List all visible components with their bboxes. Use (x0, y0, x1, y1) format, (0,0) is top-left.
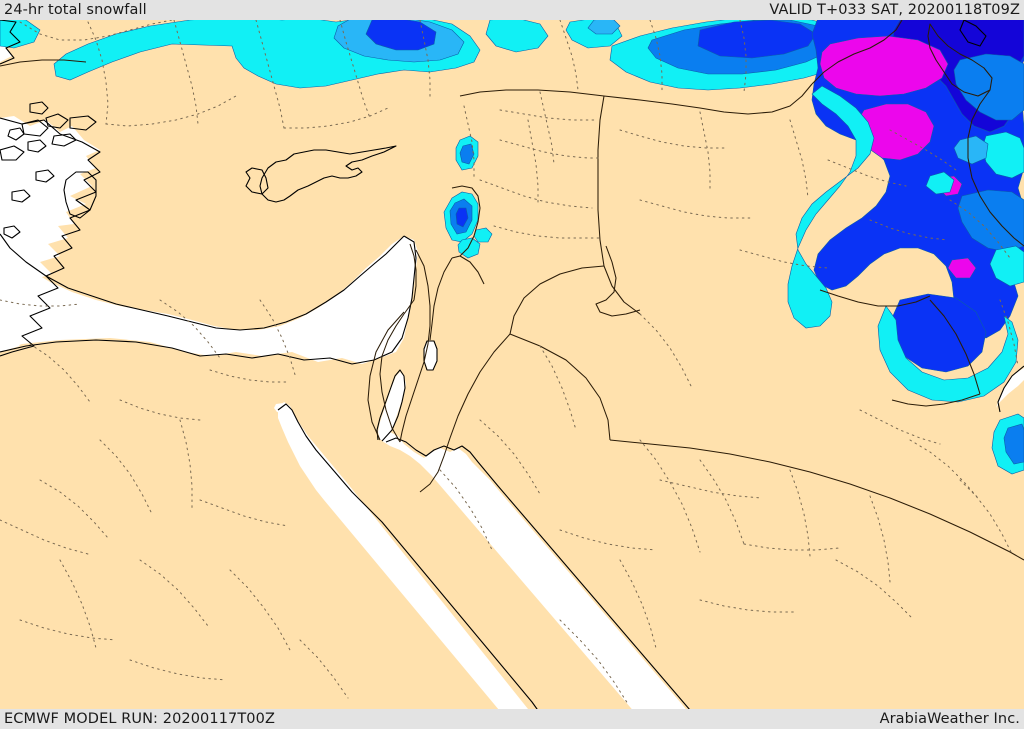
province-borders (0, 19, 1019, 705)
gulf-of-aqaba (378, 372, 406, 440)
snow-band-cyan-iran-east2 (989, 245, 1024, 287)
snow-band-group-levant (443, 135, 493, 259)
credit-label: ArabiaWeather Inc. (879, 711, 1020, 727)
footer-bar: ECMWF MODEL RUN: 20200117T00Z ArabiaWeat… (0, 709, 1024, 729)
snow-band-dodger-iran-east (953, 53, 1024, 121)
snow-band-magenta-iraq (819, 35, 949, 97)
mediterranean-basin (0, 230, 418, 364)
snow-band-dodger-right-edge (1003, 423, 1024, 465)
page-title: 24-hr total snowfall (4, 2, 147, 18)
snow-band-cyan-iran-patch3 (925, 171, 955, 195)
header-bar: 24-hr total snowfall VALID T+033 SAT, 20… (0, 0, 1024, 20)
model-run-label: ECMWF MODEL RUN: 20200117T00Z (4, 711, 275, 727)
aegean-and-west-med (0, 120, 58, 348)
snow-band-lightblue-iran-patch (953, 135, 989, 165)
snow-band-dodger-syria-coast (459, 143, 475, 165)
snow-band-magenta-small-2 (947, 257, 977, 279)
snow-band-blue-lebanon (455, 207, 469, 228)
snow-band-cyan-turkey-west (0, 17, 41, 49)
snow-band-group-turkey (0, 17, 623, 89)
coastlines (0, 19, 1024, 729)
snow-band-blue-turkey-north (365, 17, 437, 51)
country-borders (0, 19, 1024, 561)
red-sea (382, 432, 700, 729)
snow-band-cyan-iran-lower-edge (877, 305, 1019, 403)
snow-band-blue-se-turkey (697, 19, 817, 59)
persian-gulf-corner (996, 368, 1024, 408)
gulf-of-suez (278, 402, 540, 729)
valid-time-label: VALID T+033 SAT, 20200118T09Z (769, 2, 1020, 18)
snow-band-cyan-turkey-patch (485, 17, 549, 53)
snow-band-cyan-zagros-edge (787, 85, 875, 329)
snow-band-group-zagros (787, 17, 1024, 475)
